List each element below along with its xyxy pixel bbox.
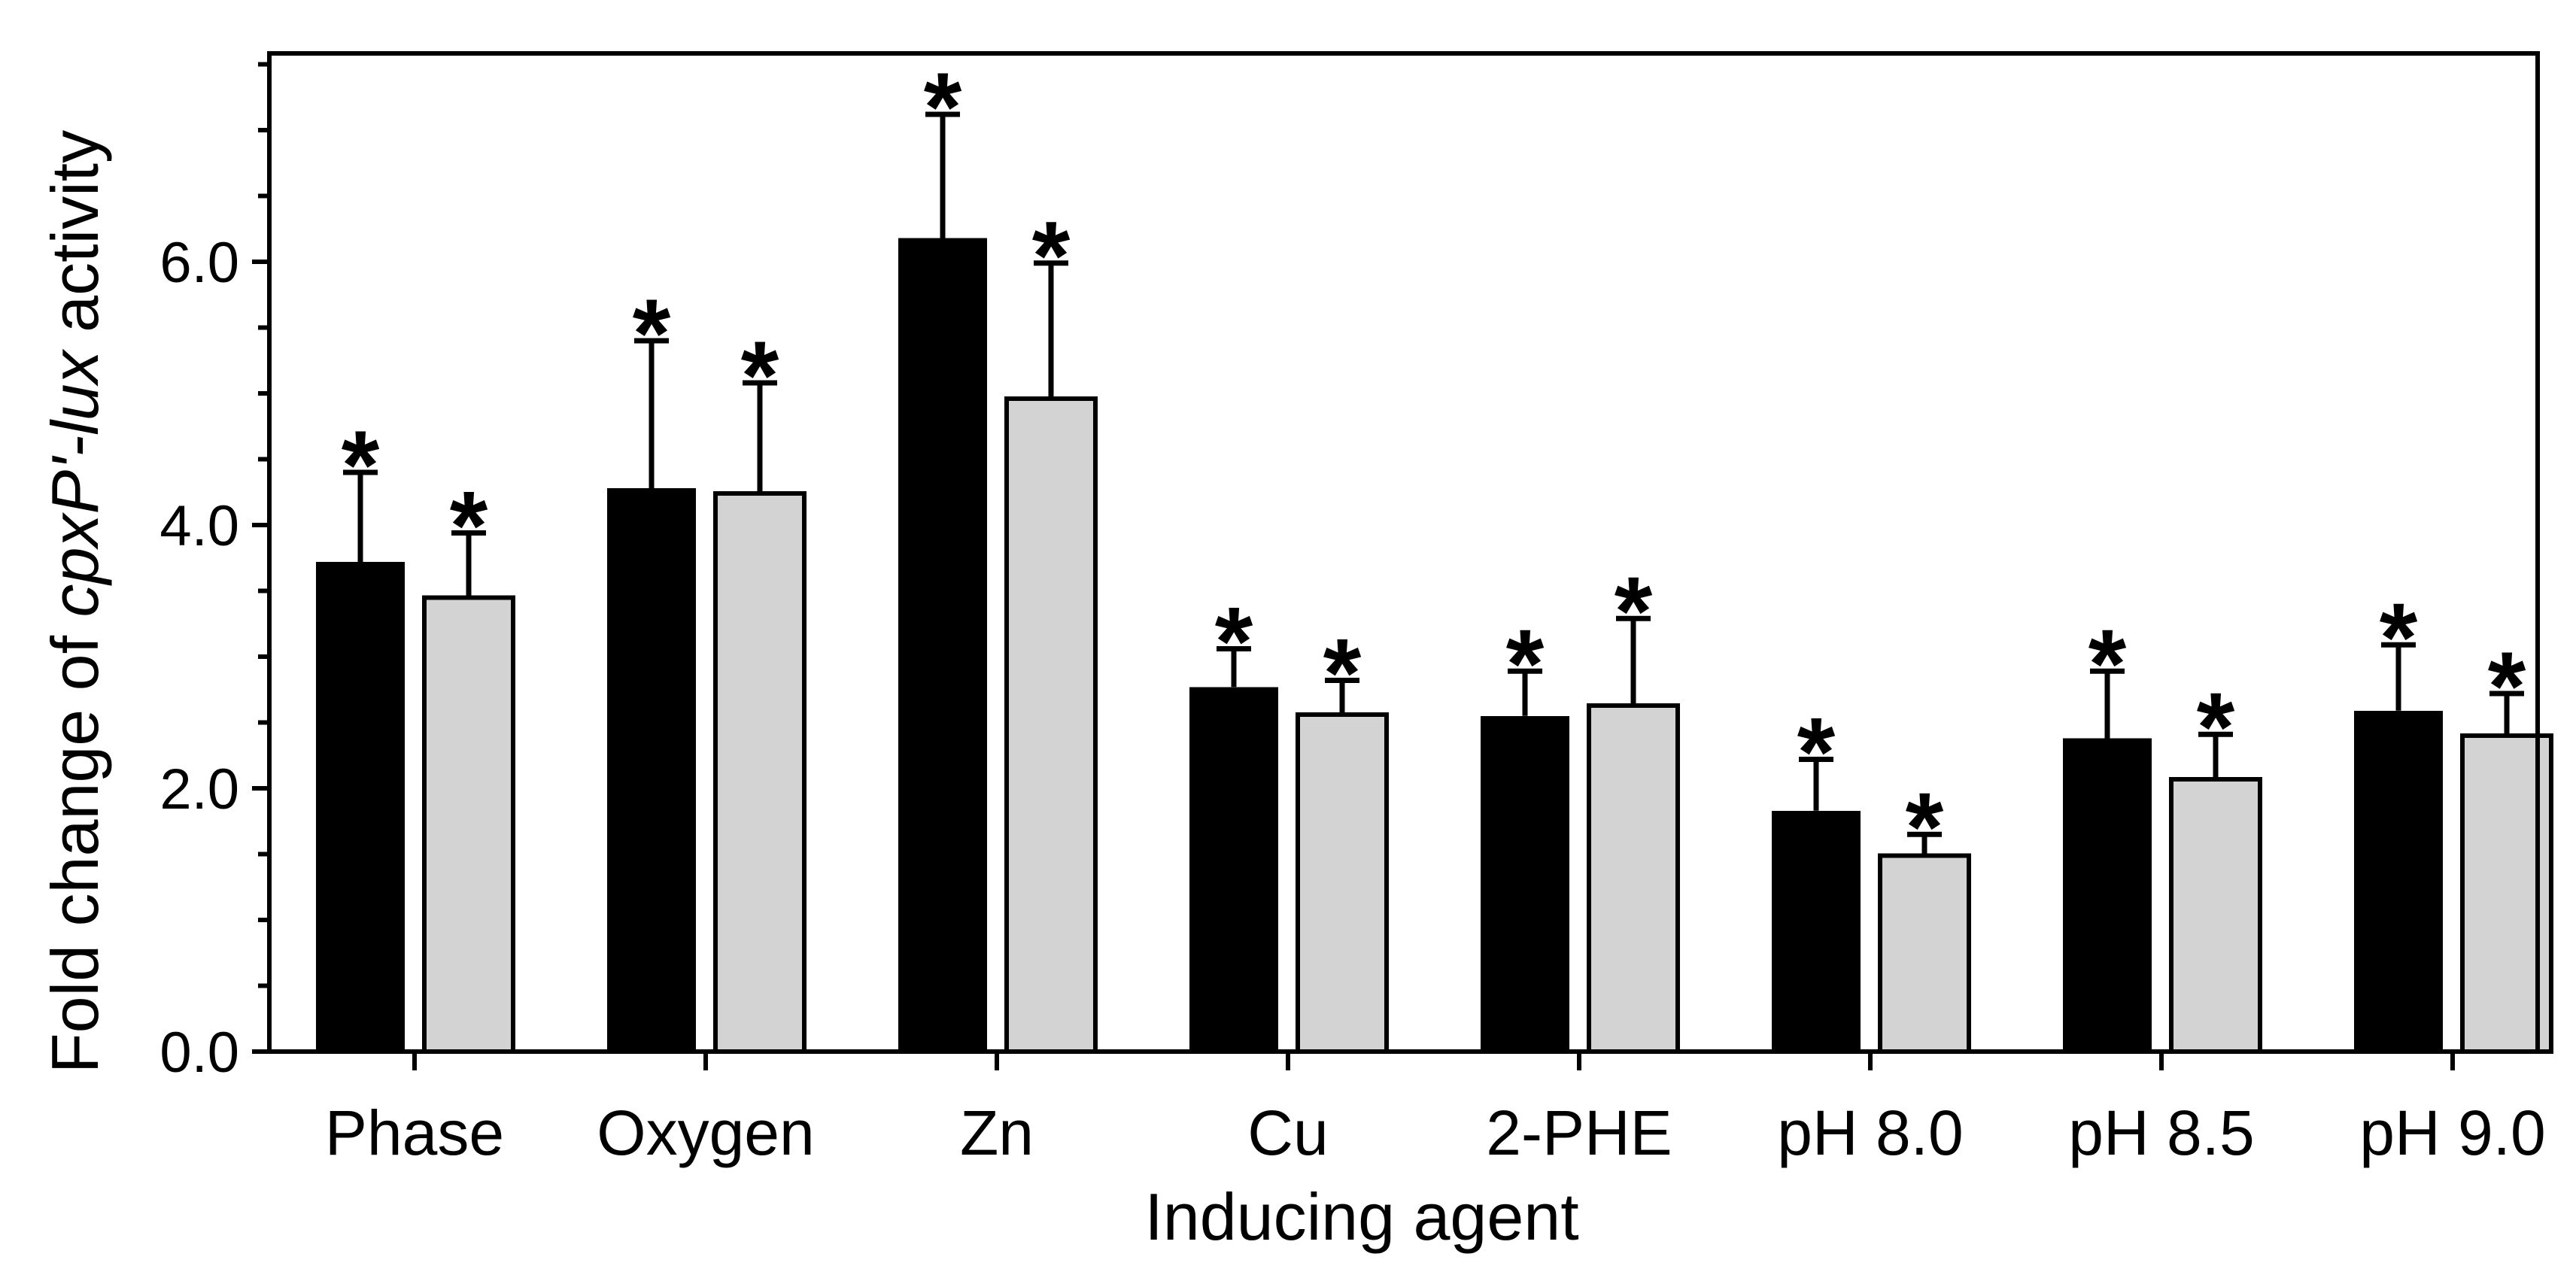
bars-layer [316,111,2553,1054]
y-axis-title: Fold change of cpxP'-lux activity [38,130,112,1073]
significance-asterisk: * [2488,631,2526,741]
x-tick-label: Phase [325,1097,504,1168]
y-tick-label: 0.0 [159,1021,239,1085]
bar [1587,703,1680,1054]
bar [2169,776,2262,1054]
x-tick-label: pH 9.0 [2359,1097,2546,1168]
x-axis-title: Inducing agent [1144,1179,1578,1254]
y-tick-label: 4.0 [159,494,239,558]
y-axis-title-suffix: activity [38,130,112,351]
labels-layer: * * * * * * * * * * * * * * * * 0.0 2.0 4.0 6.0 Phase Oxygen Z… [159,52,2545,1168]
significance-asterisk: * [924,52,962,162]
y-tick-label: 6.0 [159,231,239,295]
significance-asterisk: * [1615,556,1653,666]
significance-asterisk: * [1797,697,1836,807]
significance-asterisk: * [1215,587,1253,697]
bar [1004,396,1098,1054]
significance-asterisk: * [1906,772,1944,882]
significance-asterisk: * [2088,609,2127,718]
bar [1772,810,1861,1052]
bar [422,595,515,1054]
significance-asterisk: * [741,320,779,430]
bar [1189,687,1278,1052]
significance-asterisk: * [1506,609,1545,718]
bar [2354,710,2443,1052]
y-axis-title-gene: cpxP'-lux [38,348,112,617]
bar [898,238,987,1052]
bar [713,491,807,1054]
plot-frame [267,51,2540,1054]
significance-asterisk: * [2380,582,2418,692]
x-tick-label: Cu [1247,1097,1328,1168]
bar [1481,715,1569,1052]
bar [2063,738,2152,1052]
significance-asterisk: * [1323,618,1362,728]
x-tick-label: pH 8.5 [2068,1097,2255,1168]
x-tick-label: Zn [960,1097,1034,1168]
bar [607,488,696,1052]
y-tick-label: 2.0 [159,757,239,821]
y-axis-title-prefix: Fold change of [38,617,112,1073]
bar [1878,853,1971,1054]
significance-asterisk: * [342,410,380,520]
significance-asterisk: * [450,471,488,581]
significance-asterisk: * [2197,672,2235,782]
x-tick-label: pH 8.0 [1777,1097,1964,1168]
x-tick-label: 2-PHE [1486,1097,1672,1168]
bar [316,562,405,1052]
significance-asterisk: * [633,278,671,388]
bar [1296,712,1389,1054]
x-tick-label: Oxygen [597,1097,815,1168]
significance-asterisk: * [1032,201,1071,311]
axes-layer [252,51,2540,1070]
